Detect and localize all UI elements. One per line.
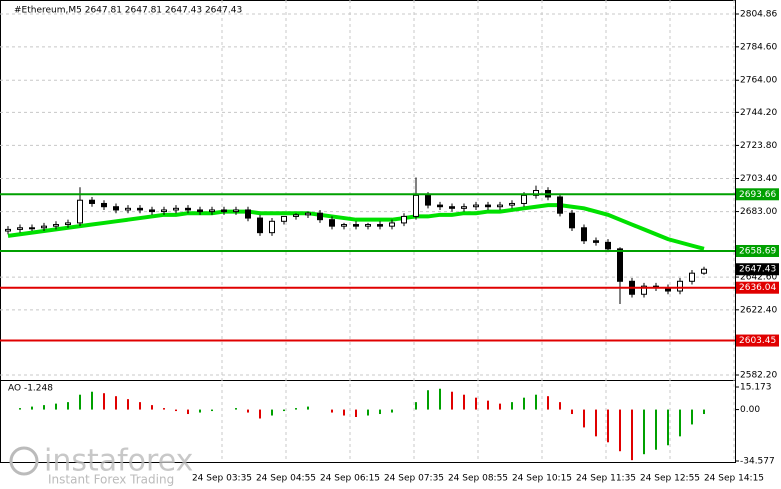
candle-body <box>5 228 11 232</box>
candle-body <box>557 196 563 214</box>
level-label-box <box>736 281 779 294</box>
candle-body <box>689 272 695 282</box>
candle-body <box>77 199 83 224</box>
candle-body <box>257 217 263 234</box>
candle-body <box>401 215 407 224</box>
x-tick-label: 24 Sep 06:15 <box>320 474 380 484</box>
candle-body <box>197 209 203 213</box>
price-label-box <box>736 263 779 276</box>
candle-body <box>521 194 527 204</box>
candle-body <box>101 202 107 208</box>
candle-body <box>293 214 299 217</box>
candle-body <box>473 204 479 208</box>
level-label-box <box>736 334 779 347</box>
level-label: 2658.69 <box>739 246 776 256</box>
y-tick-label: 2642.60 <box>740 273 777 283</box>
candle-body <box>185 207 191 211</box>
candle-body <box>137 207 143 211</box>
candle-body <box>245 209 251 219</box>
x-tick-label: 24 Sep 10:15 <box>512 474 572 484</box>
candle-body <box>617 248 623 282</box>
candle-body <box>233 209 239 213</box>
y-tick-label: 2582.20 <box>740 371 777 381</box>
x-tick-label: 24 Sep 04:55 <box>256 474 316 484</box>
candle-body <box>269 220 275 234</box>
candle-body <box>53 224 59 227</box>
candle-body <box>569 212 575 229</box>
candle-body <box>425 194 431 206</box>
chart-title: #Ethereum,M5 2647.81 2647.81 2647.43 264… <box>14 6 242 16</box>
candle-body <box>149 209 155 213</box>
y-tick-label: 2703.40 <box>740 174 777 184</box>
indicator-title: AO -1.248 <box>8 384 53 394</box>
candle-body <box>677 280 683 292</box>
moving-average <box>7 203 705 251</box>
candle-body <box>365 224 371 227</box>
level-label-box <box>736 244 779 257</box>
candle-body <box>113 206 119 211</box>
candle-body <box>389 222 395 227</box>
y-tick-label: 0.00 <box>740 405 760 415</box>
candle-body <box>161 209 167 213</box>
candle-body <box>17 227 23 230</box>
x-tick-label: 24 Sep 11:35 <box>576 474 636 484</box>
watermark: instaforex <box>44 444 193 479</box>
candle-body <box>125 207 131 211</box>
candle-body <box>353 224 359 227</box>
y-tick-label: 2723.80 <box>740 141 777 151</box>
x-tick-label: 24 Sep 03:35 <box>192 474 252 484</box>
candle-body <box>41 225 47 229</box>
candle-body <box>485 204 491 208</box>
plot-frame <box>0 0 736 463</box>
watermark-logo <box>9 446 39 476</box>
candle-body <box>221 209 227 213</box>
level-label-box <box>736 188 779 201</box>
candle-body <box>65 222 71 226</box>
x-tick-label: 24 Sep 08:55 <box>448 474 508 484</box>
y-tick-label: 2622.40 <box>740 305 777 315</box>
y-tick-label: 2804.86 <box>740 10 777 20</box>
candle-body <box>533 189 539 196</box>
level-label: 2603.45 <box>739 336 776 346</box>
x-tick-label: 24 Sep 07:35 <box>384 474 444 484</box>
candle-body <box>449 206 455 209</box>
level-label: 2636.04 <box>739 283 776 293</box>
candle-body <box>173 207 179 211</box>
candle-body <box>377 224 383 227</box>
y-tick-label: 2683.00 <box>740 207 777 217</box>
y-tick-label: 2784.60 <box>740 42 777 52</box>
candle-body <box>209 209 215 213</box>
candle-body <box>341 224 347 227</box>
y-tick-label: 2764.00 <box>740 76 777 86</box>
level-label: 2693.66 <box>739 190 776 200</box>
candle-body <box>641 285 647 295</box>
candle-body <box>701 268 707 274</box>
candle-body <box>281 215 287 222</box>
y-tick-label: -34.577 <box>740 457 775 467</box>
candle-body <box>497 204 503 208</box>
candle-body <box>581 227 587 242</box>
candle-body <box>89 199 95 204</box>
candle-body <box>317 212 323 221</box>
price-label: 2647.43 <box>739 265 776 275</box>
candle-body <box>329 219 335 227</box>
candle-body <box>305 212 311 216</box>
x-tick-label: 24 Sep 14:15 <box>704 474 764 484</box>
candle-body <box>509 202 515 206</box>
candle-body <box>593 240 599 243</box>
candle-body <box>461 206 467 209</box>
candle-body <box>413 194 419 217</box>
candle-body <box>605 241 611 250</box>
watermark-sub: Instant Forex Trading <box>48 473 174 487</box>
y-tick-label: 15.173 <box>740 383 772 393</box>
y-tick-label: 2744.20 <box>740 108 777 118</box>
candle-body <box>29 227 35 230</box>
candle-body <box>437 204 443 208</box>
x-tick-label: 24 Sep 12:55 <box>640 474 700 484</box>
